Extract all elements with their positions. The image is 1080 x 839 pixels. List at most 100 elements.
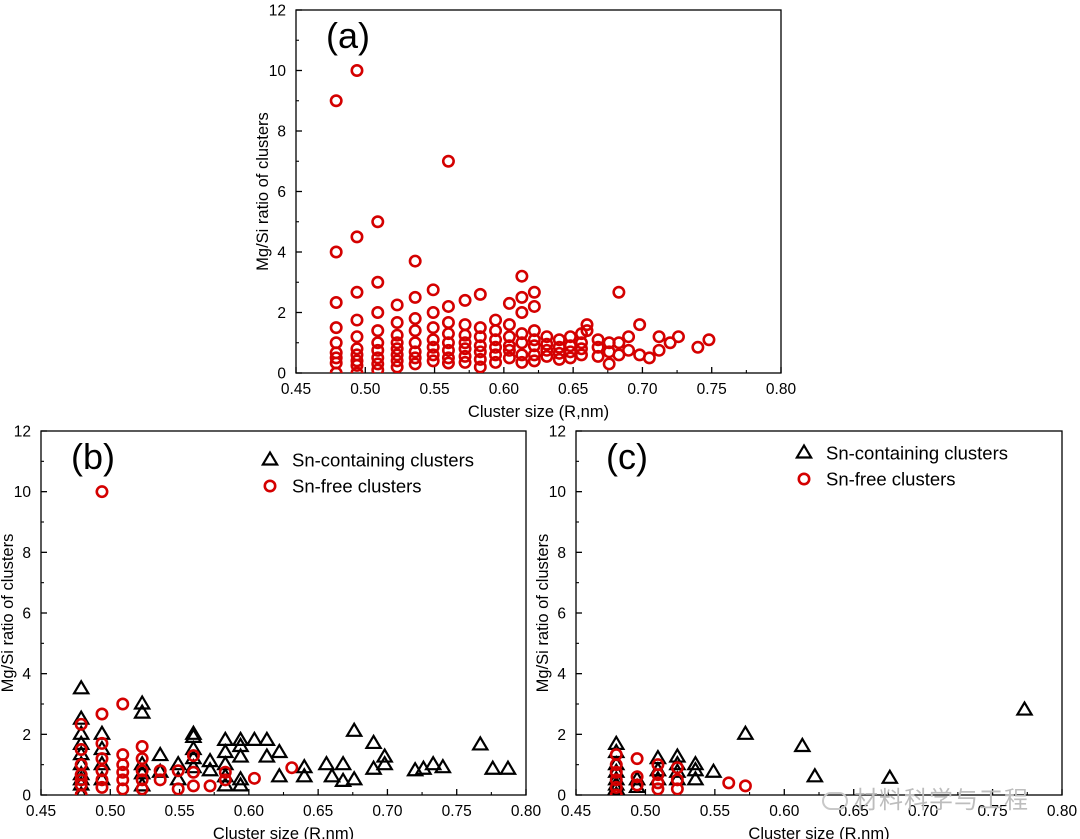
sn-containing-point <box>628 770 647 786</box>
sn-containing-point <box>133 694 152 710</box>
sn-free-point <box>458 349 472 363</box>
sn-free-point <box>329 321 343 335</box>
sn-free-point <box>609 788 623 795</box>
sn-containing-point <box>133 703 152 719</box>
sn-free-point <box>738 779 752 793</box>
sn-free-point <box>489 348 503 362</box>
sn-free-point <box>371 305 385 319</box>
sn-free-point <box>371 215 385 229</box>
sn-free-point <box>563 345 577 359</box>
sn-free-point <box>95 764 109 778</box>
sn-free-point <box>390 360 404 373</box>
sn-free-point <box>329 351 343 365</box>
x-tick-label: 0.55 <box>700 803 730 820</box>
sn-free-point <box>515 348 529 362</box>
x-tick-label: 0.70 <box>372 803 403 820</box>
sn-containing-point <box>317 755 336 771</box>
sn-free-point <box>95 485 109 499</box>
sn-free-point <box>371 324 385 338</box>
sn-containing-point <box>231 730 250 747</box>
sn-free-point <box>515 290 529 304</box>
y-tick-label: 2 <box>557 727 566 744</box>
sn-free-point <box>515 355 529 369</box>
sn-free-point <box>652 330 666 344</box>
sn-free-point <box>426 354 440 368</box>
sn-containing-point <box>471 735 490 751</box>
sn-free-point <box>502 296 516 310</box>
sn-free-point <box>116 765 130 779</box>
sn-free-point <box>527 324 541 338</box>
sn-free-point <box>441 356 455 370</box>
x-axis-label: Cluster size (R,nm) <box>213 825 354 839</box>
sn-containing-point <box>231 770 250 786</box>
sn-free-point <box>74 742 88 756</box>
data-marks <box>72 485 518 795</box>
sn-free-point <box>95 773 109 787</box>
x-tick-label: 0.65 <box>839 803 869 820</box>
sn-free-point <box>135 782 149 795</box>
sn-free-point <box>329 94 343 108</box>
sn-free-point <box>408 351 422 365</box>
sn-free-point <box>574 336 588 350</box>
sn-containing-point <box>498 759 518 775</box>
sn-free-point <box>622 343 636 357</box>
sn-containing-point <box>322 767 342 783</box>
legend: Sn-containing clusters Sn-free clusters <box>794 443 1008 490</box>
sn-free-point <box>171 764 185 778</box>
sn-free-point <box>116 697 130 711</box>
sn-free-point <box>350 330 364 344</box>
panel-a: 0.45 0.50 0.55 0.60 0.65 0.70 0.75 0.80 0 2 4 6 8 10 1… <box>254 3 796 422</box>
sn-free-point <box>670 761 684 775</box>
y-tick-label: 10 <box>14 484 32 501</box>
sn-free-point <box>74 773 88 787</box>
sn-free-point <box>247 771 261 785</box>
sn-free-point <box>609 758 623 772</box>
sn-free-point <box>552 333 566 347</box>
x-tick-label: 0.60 <box>234 803 265 820</box>
sn-free-point <box>329 245 343 259</box>
sn-free-point <box>350 313 364 327</box>
sn-free-point <box>350 64 364 78</box>
x-tick-label: 0.80 <box>766 381 797 398</box>
sn-free-point <box>540 337 554 351</box>
sn-containing-point <box>686 761 705 777</box>
y-tick-label: 2 <box>22 727 31 744</box>
sn-free-point <box>609 773 623 787</box>
sn-free-point <box>515 327 529 341</box>
panel-c: 0.45 0.50 0.55 0.60 0.65 0.70 0.75 0.80 0 2 4 6 8 10 1… <box>534 424 1077 839</box>
sn-free-point <box>408 324 422 338</box>
x-tick-label: 0.80 <box>511 803 542 820</box>
sn-containing-point <box>345 721 364 737</box>
sn-containing-point <box>345 770 364 786</box>
sn-free-point <box>691 340 705 354</box>
sn-free-point <box>441 336 455 350</box>
sn-free-point <box>642 351 656 365</box>
sn-containing-point <box>793 736 812 753</box>
sn-free-point <box>441 343 455 357</box>
sn-free-point <box>722 776 736 790</box>
x-tick-label: 0.60 <box>769 803 800 820</box>
y-tick-label: 12 <box>269 3 286 20</box>
sn-free-point <box>489 355 503 369</box>
sn-free-point <box>441 351 455 365</box>
sn-free-point <box>580 324 594 338</box>
sn-containing-point <box>184 739 203 756</box>
sn-free-point <box>612 285 626 299</box>
sn-containing-point <box>295 758 314 774</box>
sn-free-point <box>116 758 130 772</box>
sn-free-point <box>473 330 487 344</box>
sn-free-point <box>218 773 232 787</box>
sn-free-point <box>408 312 422 326</box>
sn-containing-point <box>375 747 394 763</box>
sn-free-point <box>441 299 455 313</box>
sn-containing-point <box>184 724 203 740</box>
y-axis-label: Mg/Si ratio of clusters <box>254 112 272 271</box>
sn-free-point <box>153 764 167 778</box>
legend-label: Sn-containing clusters <box>826 443 1008 464</box>
legend-label: Sn-free clusters <box>292 476 422 497</box>
legend-triangle-icon <box>794 443 814 459</box>
sn-free-point <box>574 342 588 356</box>
sn-free-point <box>489 313 503 327</box>
sn-free-point <box>95 752 109 766</box>
